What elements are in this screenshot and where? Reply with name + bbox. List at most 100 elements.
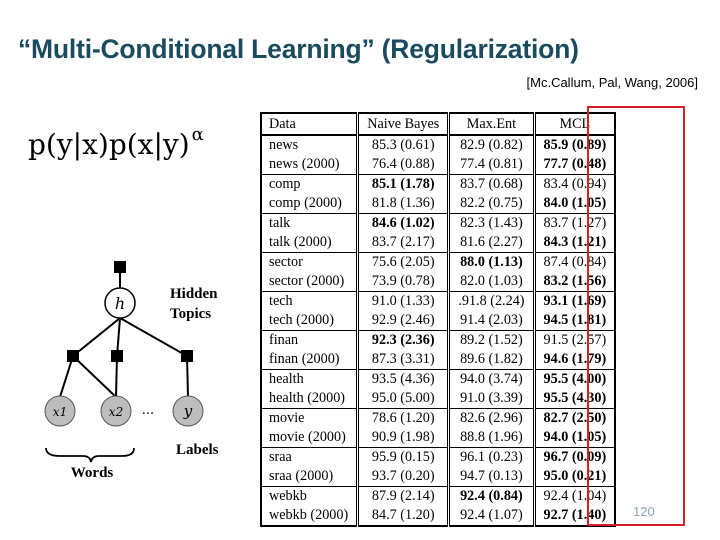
label-node-label: y	[183, 402, 193, 420]
cell-naive-bayes: 92.9 (2.46)	[357, 311, 451, 331]
cell-data: finan	[261, 330, 360, 350]
cell-mcl: 95.0 (0.21)	[534, 467, 616, 487]
col-header-naive-bayes: Naive Bayes	[357, 113, 451, 136]
cell-maxent: 82.9 (0.82)	[448, 135, 536, 155]
cell-mcl: 83.7 (1.27)	[543, 215, 607, 231]
cell-data: movie (2000)	[261, 428, 360, 448]
cell-mcl: 95.5 (4.00)	[543, 371, 607, 387]
hidden-node-label: h	[115, 294, 125, 313]
cell-data: tech	[261, 291, 360, 311]
cell-maxent: 89.6 (1.82)	[448, 350, 536, 370]
formula-main: p(y|x)p(x|y)	[28, 128, 190, 161]
cell-data: talk	[261, 213, 360, 233]
cell-mcl: 91.5 (2.57)	[543, 332, 607, 348]
cell-mcl: 77.7 (0.48)	[534, 155, 616, 175]
cell-maxent: 88.0 (1.13)	[448, 252, 536, 272]
cell-mcl: 93.1 (1.69)	[543, 293, 607, 309]
cell-data: sector (2000)	[261, 272, 360, 292]
labels-label: Labels	[176, 442, 219, 458]
cell-naive-bayes: 73.9 (0.78)	[357, 272, 451, 292]
graphical-model-diagram: h x1 x2 ... y Hidden Topics Words Labels	[44, 261, 219, 481]
table-row: tech 91.0 (1.33) .91.8 (2.24) 93.1 (1.69)	[261, 291, 615, 311]
table-row: sraa 95.9 (0.15) 96.1 (0.23) 96.7 (0.09)	[261, 447, 615, 467]
formula: p(y|x)p(x|y) α	[28, 124, 204, 161]
cell-maxent: .91.8 (2.24)	[448, 291, 536, 311]
cell-maxent: 92.4 (0.84)	[448, 486, 536, 506]
hidden-node	[104, 287, 136, 319]
table-row: health 93.5 (4.36) 94.0 (3.74) 95.5 (4.00)	[261, 369, 615, 389]
table-row: sector (2000) 73.9 (0.78) 82.0 (1.03) 83.2 …	[261, 272, 616, 292]
cell-naive-bayes: 76.4 (0.88)	[357, 155, 451, 175]
cell-mcl: 92.7 (1.40)	[543, 507, 607, 523]
table-row: comp (2000) 81.8 (1.36) 82.2 (0.75) 84.0 (1…	[261, 194, 616, 214]
cell-mcl: 84.0 (1.05)	[534, 194, 616, 214]
cell-naive-bayes: 93.5 (4.36)	[357, 369, 451, 389]
table-row: news 85.3 (0.61) 82.9 (0.82) 85.9 (0.89)	[261, 135, 615, 155]
cell-mcl: 94.5 (1.81)	[534, 311, 616, 331]
cell-naive-bayes: 81.8 (1.36)	[357, 194, 451, 214]
cell-naive-bayes: 90.9 (1.98)	[357, 428, 451, 448]
cell-mcl: 94.0 (1.05)	[534, 428, 616, 448]
cell-naive-bayes: 87.3 (3.31)	[357, 350, 451, 370]
cell-data: news	[261, 135, 360, 155]
table-row: talk 84.6 (1.02) 82.3 (1.43) 83.7 (1.27)	[261, 213, 615, 233]
factor-node-mid	[111, 350, 123, 362]
word-node-2	[100, 395, 132, 427]
cell-maxent: 96.1 (0.23)	[448, 447, 536, 467]
factor-node-left	[67, 350, 79, 362]
table-row: sraa (2000) 93.7 (0.20) 94.7 (0.13) 95.0 (0…	[261, 467, 616, 487]
table-row: movie 78.6 (1.20) 82.6 (2.96) 82.7 (2.50)	[261, 408, 615, 428]
cell-maxent: 94.0 (3.74)	[448, 369, 536, 389]
cell-naive-bayes: 83.7 (2.17)	[357, 233, 451, 253]
cell-naive-bayes: 87.9 (2.14)	[357, 486, 451, 506]
table-row: news (2000) 76.4 (0.88) 77.4 (0.81) 77.7 (0…	[261, 155, 616, 175]
words-label: Words	[71, 465, 114, 481]
cell-data: webkb	[261, 486, 360, 506]
factor-node-right	[181, 350, 193, 362]
cell-naive-bayes: 78.6 (1.20)	[357, 408, 451, 428]
slide-title: “Multi-Conditional Learning” (Regulariza…	[18, 34, 579, 64]
cell-maxent: 77.4 (0.81)	[448, 155, 536, 175]
factor-node-top	[114, 261, 126, 273]
table-row: webkb 87.9 (2.14) 92.4 (0.84) 92.4 (1.04)	[261, 486, 615, 506]
cell-data: talk (2000)	[261, 233, 360, 253]
word-node-1	[44, 395, 76, 427]
table-row: comp 85.1 (1.78) 83.7 (0.68) 83.4 (0.94)	[261, 174, 615, 194]
word-node-2-label: x2	[109, 405, 123, 419]
cell-mcl: 94.6 (1.79)	[534, 350, 616, 370]
col-header-mcl: MCL	[534, 113, 616, 136]
cell-data: finan (2000)	[261, 350, 360, 370]
table-row: finan 92.3 (2.36) 89.2 (1.52) 91.5 (2.57)	[261, 330, 615, 350]
table-body: news 85.3 (0.61) 82.9 (0.82) 85.9 (0.89) new…	[261, 135, 616, 526]
cell-naive-bayes: 84.6 (1.02)	[357, 213, 451, 233]
formula-exponent: α	[191, 124, 204, 145]
cell-mcl: 85.9 (0.89)	[543, 137, 607, 153]
cell-data: news (2000)	[261, 155, 360, 175]
cell-mcl: 82.7 (2.50)	[543, 410, 607, 426]
cell-maxent: 92.4 (1.07)	[448, 506, 536, 526]
table-row: finan (2000) 87.3 (3.31) 89.6 (1.82) 94.6 (…	[261, 350, 616, 370]
cell-data: comp	[261, 174, 360, 194]
cell-maxent: 91.4 (2.03)	[448, 311, 536, 331]
cell-mcl: 92.4 (1.04)	[543, 488, 607, 504]
ellipsis: ...	[142, 403, 154, 418]
cell-mcl: 96.7 (0.09)	[543, 449, 607, 465]
table-row: talk (2000) 83.7 (2.17) 81.6 (2.27) 84.3 (1…	[261, 233, 616, 253]
cell-data: sraa	[261, 447, 360, 467]
cell-naive-bayes: 85.3 (0.61)	[357, 135, 451, 155]
cell-maxent: 82.6 (2.96)	[448, 408, 536, 428]
word-node-1-label: x1	[53, 405, 67, 419]
hidden-topics-label-2: Topics	[170, 306, 211, 322]
cell-maxent: 89.2 (1.52)	[448, 330, 536, 350]
cell-data: health (2000)	[261, 389, 360, 409]
results-table: Data Naive Bayes Max.Ent MCL news 85.3 (0…	[260, 112, 617, 527]
cell-maxent: 94.7 (0.13)	[448, 467, 536, 487]
cell-naive-bayes: 92.3 (2.36)	[357, 330, 451, 350]
cell-naive-bayes: 95.0 (5.00)	[357, 389, 451, 409]
label-node	[172, 395, 204, 427]
cell-data: webkb (2000)	[261, 506, 360, 526]
cell-naive-bayes: 95.9 (0.15)	[357, 447, 451, 467]
cell-data: tech (2000)	[261, 311, 360, 331]
table-header-row: Data Naive Bayes Max.Ent MCL	[261, 113, 616, 136]
words-brace	[45, 447, 135, 463]
